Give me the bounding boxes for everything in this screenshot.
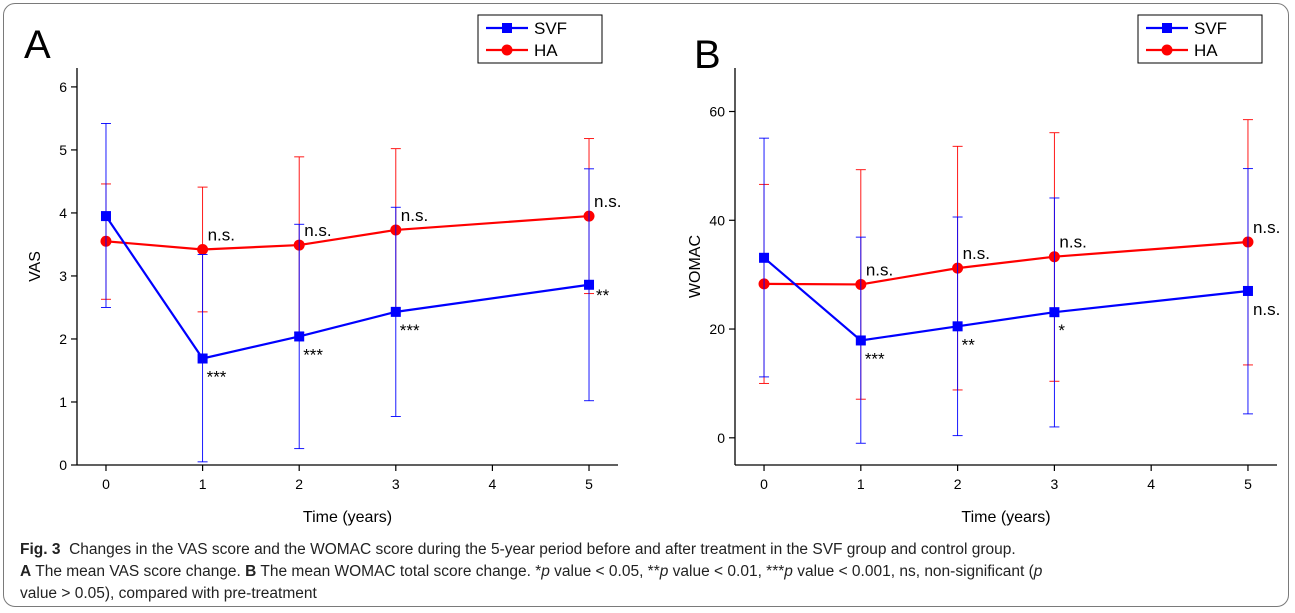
y-tick-label: 6	[59, 79, 67, 95]
significance-label: n.s.	[594, 192, 621, 211]
figure-caption: Fig. 3 Changes in the VAS score and the …	[20, 539, 1270, 605]
caption-text-3: value > 0.05), compared with pre-treatme…	[20, 585, 317, 602]
caption-b-label: B	[245, 563, 257, 580]
x-tick-label: 0	[760, 476, 768, 492]
y-tick-label: 1	[59, 394, 67, 410]
data-point	[855, 335, 866, 346]
x-tick-label: 5	[585, 476, 593, 492]
significance-label: ***	[400, 321, 420, 340]
y-axis-title: VAS	[27, 251, 44, 282]
legend-label: HA	[1194, 41, 1218, 60]
data-point	[197, 353, 208, 364]
caption-fig-label: Fig. 3	[20, 541, 61, 558]
data-point	[100, 211, 111, 222]
significance-label: n.s.	[866, 260, 893, 279]
data-point	[294, 331, 305, 342]
x-tick-label: 4	[1147, 476, 1155, 492]
x-axis-title: Time (years)	[303, 509, 392, 526]
series-ha: n.s. n.s. n.s. n.s.	[758, 119, 1280, 400]
x-tick-label: 1	[857, 476, 865, 492]
legend-swatch-marker	[502, 23, 512, 33]
caption-line-1: Fig. 3 Changes in the VAS score and the …	[20, 539, 1270, 561]
panel-label: A	[24, 23, 51, 67]
series-ha: n.s. n.s. n.s. n.s.	[100, 138, 621, 334]
y-tick-label: 3	[59, 268, 67, 284]
x-tick-label: 2	[954, 476, 962, 492]
x-tick-label: 3	[1050, 476, 1058, 492]
significance-label: n.s.	[401, 206, 428, 225]
caption-p-2: p	[659, 563, 669, 580]
panel-label: B	[694, 33, 721, 77]
series-line	[764, 240, 1249, 286]
data-point	[759, 252, 770, 263]
x-axis-title: Time (years)	[961, 509, 1050, 526]
figure-frame	[3, 3, 1289, 607]
data-point	[1242, 285, 1253, 296]
y-tick-label: 40	[709, 212, 725, 228]
legend-swatch-marker	[1161, 44, 1173, 56]
significance-label: *	[1058, 321, 1065, 340]
significance-label: **	[962, 335, 976, 354]
caption-p-4: p	[1033, 563, 1043, 580]
significance-label: n.s.	[304, 221, 331, 240]
data-point	[197, 243, 209, 255]
data-point	[1049, 307, 1060, 318]
significance-label: n.s.	[1253, 300, 1280, 319]
data-point	[952, 321, 963, 332]
legend: SVF HA	[1137, 14, 1263, 64]
data-point	[584, 279, 595, 290]
y-tick-label: 20	[709, 321, 725, 337]
series-line	[763, 256, 1249, 342]
legend: SVF HA	[477, 14, 603, 64]
y-tick-label: 0	[59, 457, 67, 473]
significance-label: n.s.	[208, 225, 235, 244]
caption-t-1: value < 0.05, **	[549, 563, 660, 580]
caption-t-3: value < 0.001, ns, non-significant (	[792, 563, 1034, 580]
x-tick-label: 4	[489, 476, 497, 492]
data-point	[390, 306, 401, 317]
series-svf: ******n.s.	[759, 137, 1280, 444]
series-line	[105, 214, 590, 251]
significance-label: ***	[303, 345, 323, 364]
significance-label: n.s.	[963, 244, 990, 263]
y-tick-label: 0	[717, 430, 725, 446]
y-tick-label: 2	[59, 331, 67, 347]
caption-p-3: p	[784, 563, 793, 580]
x-tick-label: 1	[199, 476, 207, 492]
caption-b-text: The mean WOMAC total score change. *	[256, 563, 542, 580]
x-tick-label: 2	[295, 476, 303, 492]
series-svf: ***********	[100, 123, 610, 463]
y-axis-title: WOMAC	[687, 235, 704, 298]
significance-label: ***	[865, 349, 885, 368]
legend-label: SVF	[534, 19, 567, 38]
caption-t-2: value < 0.01, ***	[668, 563, 785, 580]
legend-label: HA	[534, 41, 558, 60]
legend-box	[1137, 14, 1263, 64]
y-tick-label: 4	[59, 205, 67, 221]
legend-box	[477, 14, 603, 64]
significance-label: ***	[207, 368, 227, 387]
x-tick-label: 5	[1244, 476, 1252, 492]
caption-line-3: value > 0.05), compared with pre-treatme…	[20, 583, 1270, 605]
x-tick-label: 0	[102, 476, 110, 492]
significance-label: n.s.	[1253, 218, 1280, 237]
caption-line-2: A The mean VAS score change. B The mean …	[20, 561, 1270, 583]
y-tick-label: 60	[709, 104, 725, 120]
legend-swatch-marker	[501, 44, 513, 56]
legend-swatch-marker	[1162, 23, 1172, 33]
caption-a-label: A	[20, 563, 32, 580]
caption-p-1: p	[541, 563, 550, 580]
significance-label: **	[596, 286, 610, 305]
x-tick-label: 3	[392, 476, 400, 492]
legend-label: SVF	[1194, 19, 1227, 38]
y-tick-label: 5	[59, 142, 67, 158]
caption-a-text: The mean VAS score change.	[31, 563, 246, 580]
significance-label: n.s.	[1059, 233, 1086, 252]
caption-text-1: Changes in the VAS score and the WOMAC s…	[69, 541, 1016, 558]
